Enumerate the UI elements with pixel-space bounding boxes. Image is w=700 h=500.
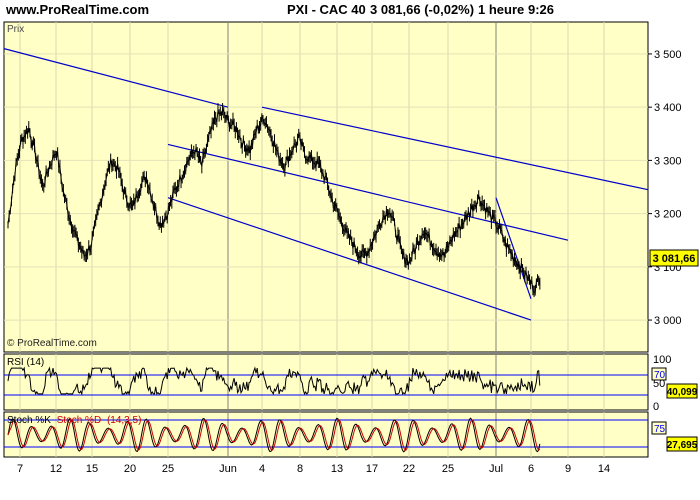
x-tick-label: 17 — [366, 463, 378, 475]
stoch-band-upper-label: 75 — [654, 424, 666, 435]
price-panel — [3, 21, 649, 353]
price-y-tick: 3 000 — [654, 315, 682, 327]
trendline — [167, 197, 532, 321]
price-line — [7, 108, 541, 293]
stoch-last-value-tag — [666, 436, 698, 452]
stoch-k-label: Stoch %K — [7, 415, 51, 426]
trendline — [3, 48, 229, 108]
trendlines — [3, 48, 649, 321]
price-y-tick: 3 300 — [654, 155, 682, 167]
rsi-grid — [19, 354, 605, 410]
price-y-tick: 3 500 — [654, 49, 682, 61]
x-tick-label: Jul — [489, 463, 503, 475]
x-tick-label: 15 — [86, 463, 98, 475]
x-tick-label: Jun — [219, 463, 237, 475]
rsi-series — [7, 366, 541, 396]
x-tick-label: 7 — [17, 463, 23, 475]
x-tick-label: 12 — [50, 463, 62, 475]
stoch-d-label: Stoch %D — [57, 415, 101, 426]
x-tick-label: 13 — [331, 463, 343, 475]
chart-header: www.ProRealTime.com PXI - CAC 40 3 081,6… — [0, 0, 700, 22]
rsi-tick-0: 0 — [653, 401, 659, 413]
stoch-series — [7, 417, 541, 453]
price-y-tick: 3 400 — [654, 102, 682, 114]
rsi-tick-50: 50 — [653, 378, 665, 390]
watermark: © ProRealTime.com — [7, 338, 97, 349]
interval-label: 1 heure — [478, 2, 525, 17]
time-label: 9:26 — [528, 2, 555, 17]
x-tick-label: 20 — [124, 463, 136, 475]
rsi-band-upper-tag — [651, 367, 667, 381]
x-tick-label: 14 — [598, 463, 610, 475]
x-tick-label: 25 — [442, 463, 454, 475]
stoch-k-line — [7, 417, 541, 453]
price-grid — [4, 22, 648, 352]
x-tick-label: 25 — [162, 463, 174, 475]
stoch-last-value: 27,695 — [667, 440, 698, 451]
x-tick-label: 9 — [565, 463, 571, 475]
trendline — [167, 143, 569, 241]
stoch-params-label: (14,3,5) — [107, 415, 141, 426]
instrument-label: PXI - CAC 40 — [287, 2, 366, 17]
rsi-panel-label: RSI (14) — [7, 357, 44, 368]
trendline — [261, 106, 649, 191]
x-axis: 7 12 15 20 25 Jun 4 8 13 17 22 25 Jul 6 9 14 — [17, 463, 610, 475]
rsi-line — [7, 366, 541, 396]
site-label[interactable]: www.ProRealTime.com — [6, 2, 150, 17]
price-y-tick: 3 200 — [654, 209, 682, 221]
price-series — [7, 103, 541, 298]
x-tick-label: 22 — [403, 463, 415, 475]
stoch-d-line — [7, 419, 541, 451]
price-panel-label: Prix — [7, 24, 24, 35]
rsi-tick-100: 100 — [653, 354, 671, 366]
stoch-band-upper-tag — [651, 421, 667, 435]
quote-label: 3 081,66 (-0,02%) — [370, 2, 475, 17]
x-tick-label: 4 — [259, 463, 265, 475]
rsi-last-value: 40,099 — [667, 387, 698, 398]
price-last-value-tag: 3 081,66 — [649, 249, 699, 267]
price-last-value: 3 081,66 — [653, 253, 696, 265]
rsi-band-upper-label: 70 — [654, 370, 666, 381]
rsi-last-value-tag — [666, 383, 698, 399]
stoch-label-group: Stoch %K Stoch %D (14,3,5) — [7, 415, 141, 426]
x-tick-label: 8 — [297, 463, 303, 475]
x-tick-label: 6 — [528, 463, 534, 475]
rsi-panel — [3, 353, 649, 411]
